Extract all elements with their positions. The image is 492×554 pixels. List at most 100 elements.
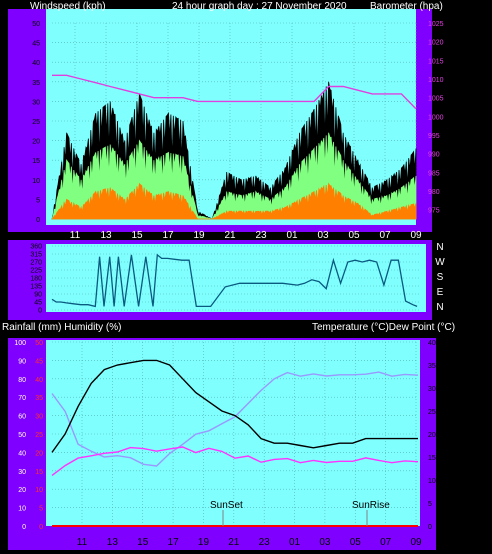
temp-xtick-label: 19 bbox=[198, 537, 210, 548]
rainfall-ytick-label: 10 bbox=[35, 487, 43, 494]
temp-grid bbox=[52, 341, 418, 527]
graph-title: 24 hour graph day : 27 November 2020 bbox=[172, 1, 347, 12]
wind-ytick-label: 40 bbox=[32, 60, 40, 67]
dewpoint-line bbox=[51, 446, 419, 476]
temp-xtick-label: 23 bbox=[259, 537, 271, 548]
barometer-ytick-label: 1020 bbox=[428, 40, 444, 47]
wind-ytick-label: 30 bbox=[32, 99, 40, 106]
rainfall-ytick-label: 40 bbox=[35, 377, 43, 384]
wind-xtick-label: 23 bbox=[255, 230, 267, 241]
sunset-label: SunSet bbox=[210, 500, 243, 511]
rainfall-ytick-label: 45 bbox=[35, 358, 43, 365]
compass-e-label: E bbox=[437, 287, 444, 298]
direction-ytick-label: 360 bbox=[30, 244, 42, 251]
direction-ytick-label: 45 bbox=[34, 300, 42, 307]
wind-xtick-label: 05 bbox=[348, 230, 360, 241]
temp-xtick-label: 15 bbox=[137, 537, 149, 548]
temp-xtick-label: 07 bbox=[380, 537, 392, 548]
temperature-line bbox=[51, 359, 418, 453]
wind-xtick-label: 21 bbox=[224, 230, 236, 241]
wind-ytick-label: 0 bbox=[36, 217, 40, 224]
barometer-ytick-label: 975 bbox=[428, 208, 440, 215]
windspeed-label: Windspeed (kph) bbox=[30, 1, 106, 12]
wind-ytick-label: 10 bbox=[32, 178, 40, 185]
barometer-ytick-label: 990 bbox=[428, 152, 440, 159]
wind-ytick-label: 50 bbox=[32, 21, 40, 28]
humidity-ytick-label: 90 bbox=[18, 358, 26, 365]
temperature-ytick-label: 20 bbox=[428, 432, 436, 439]
barometer-ytick-label: 1005 bbox=[428, 96, 444, 103]
humidity-ytick-label: 40 bbox=[18, 450, 26, 457]
humidity-ytick-label: 10 bbox=[18, 506, 26, 513]
wind-ytick-label: 25 bbox=[32, 119, 40, 126]
rainfall-ytick-label: 20 bbox=[35, 450, 43, 457]
temperature-ytick-label: 0 bbox=[428, 524, 432, 531]
humidity-ytick-label: 80 bbox=[18, 377, 26, 384]
temp-xtick-label: 01 bbox=[289, 537, 301, 548]
humidity-ytick-label: 100 bbox=[14, 340, 26, 347]
temp-series-group bbox=[51, 359, 419, 527]
humidity-ytick-label: 50 bbox=[18, 432, 26, 439]
compass-n-label: N bbox=[436, 302, 443, 313]
temp-xtick-label: 05 bbox=[350, 537, 362, 548]
direction-series-group bbox=[51, 253, 418, 308]
direction-ytick-label: 180 bbox=[30, 276, 42, 283]
temp-xtick-label: 17 bbox=[168, 537, 180, 548]
temperature-ytick-label: 35 bbox=[428, 363, 436, 370]
humidity-ytick-label: 20 bbox=[18, 487, 26, 494]
direction-ytick-label: 270 bbox=[30, 260, 42, 267]
humidity-ytick-label: 30 bbox=[18, 469, 26, 476]
sunrise-label: SunRise bbox=[352, 500, 390, 511]
wind-low-area bbox=[50, 182, 417, 220]
wind-ytick-label: 15 bbox=[32, 158, 40, 165]
humidity-line bbox=[51, 371, 419, 467]
rainfall-ytick-label: 5 bbox=[39, 506, 43, 513]
humidity-ytick-label: 0 bbox=[22, 524, 26, 531]
wind-xtick-label: 09 bbox=[410, 230, 422, 241]
wind-series-group bbox=[50, 74, 417, 220]
rainfall-ytick-label: 35 bbox=[35, 395, 43, 402]
barometer-label: Barometer (hpa) bbox=[370, 1, 443, 12]
direction-line bbox=[51, 253, 418, 308]
rainfall-ytick-label: 15 bbox=[35, 469, 43, 476]
wind-xtick-label: 17 bbox=[162, 230, 174, 241]
compass-w-label: W bbox=[435, 257, 445, 268]
barometer-ytick-label: 985 bbox=[428, 170, 440, 177]
temperature-ytick-label: 10 bbox=[428, 478, 436, 485]
wind-xtick-label: 13 bbox=[100, 230, 112, 241]
direction-ytick-label: 135 bbox=[30, 284, 42, 291]
wind-xtick-label: 01 bbox=[286, 230, 298, 241]
direction-ytick-label: 225 bbox=[30, 268, 42, 275]
wind-xtick-label: 15 bbox=[131, 230, 143, 241]
temp-xtick-label: 03 bbox=[319, 537, 331, 548]
barometer-ytick-label: 1010 bbox=[428, 77, 444, 84]
compass-s-label: S bbox=[437, 272, 444, 283]
humidity-ytick-label: 60 bbox=[18, 414, 26, 421]
rain-humidity-label: Rainfall (mm) Humidity (%) bbox=[2, 322, 121, 333]
temp-xtick-label: 11 bbox=[77, 537, 88, 548]
rainfall-ytick-label: 50 bbox=[35, 340, 43, 347]
temperature-ytick-label: 5 bbox=[428, 501, 432, 508]
wind-ytick-label: 5 bbox=[36, 197, 40, 204]
temp-xtick-label: 09 bbox=[410, 537, 422, 548]
wind-ticks: 0510152025303540455097598098599099510001… bbox=[32, 21, 443, 241]
direction-grid bbox=[52, 245, 420, 311]
temp-ticks: 0102030405060708090100051015202530354045… bbox=[14, 340, 436, 548]
compass-n-label: N bbox=[436, 242, 443, 253]
rainfall-ytick-label: 25 bbox=[35, 432, 43, 439]
direction-ytick-label: 90 bbox=[34, 292, 42, 299]
humidity-ytick-label: 70 bbox=[18, 395, 26, 402]
barometer-ytick-label: 1015 bbox=[428, 58, 444, 65]
wind-ytick-label: 45 bbox=[32, 41, 40, 48]
barometer-line bbox=[52, 74, 417, 110]
barometer-ytick-label: 995 bbox=[428, 133, 440, 140]
wind-xtick-label: 11 bbox=[70, 230, 81, 241]
wind-xtick-label: 19 bbox=[193, 230, 205, 241]
direction-ytick-label: 0 bbox=[38, 308, 42, 315]
barometer-ytick-label: 980 bbox=[428, 189, 440, 196]
wind-ytick-label: 20 bbox=[32, 139, 40, 146]
temperature-ytick-label: 30 bbox=[428, 386, 436, 393]
